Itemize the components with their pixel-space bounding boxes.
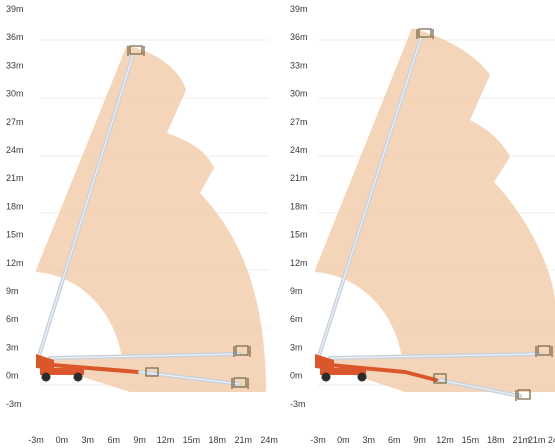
y-tick-label: 36m: [6, 32, 24, 42]
y-tick-label: 27m: [6, 117, 24, 127]
envelope-inner-cutout-right: [315, 272, 402, 358]
y-tick-label: 39m: [290, 4, 308, 14]
x-tick-label: 21m 24m: [528, 435, 555, 445]
working-range-panel-right: 39m36m33m30m27m24m21m18m15m12m9m6m3m0m-3…: [290, 4, 555, 445]
y-tick-label: 18m: [6, 201, 24, 211]
y-tick-label: 9m: [290, 286, 303, 296]
y-tick-label: 15m: [290, 230, 308, 240]
x-tick-label: 6m: [388, 435, 401, 445]
y-tick-label: 3m: [6, 342, 19, 352]
machine-chassis-left: [36, 354, 84, 382]
x-axis-labels-left: -3m 0m 3m 6m 9m 12m 15m 18m 21m 24m: [28, 435, 278, 445]
wheel-icon: [321, 372, 331, 382]
y-tick-label: 21m: [290, 173, 308, 183]
y-tick-label: 24m: [290, 145, 308, 155]
y-axis-labels-left: 39m 36m 33m 30m 27m 24m 21m 18m 15m 12m 9m 6m 3m 0m -3…: [6, 4, 24, 409]
platform-basket-right: [416, 28, 553, 401]
y-tick-label: 3m: [290, 342, 303, 352]
y-tick-label: -3m: [290, 399, 306, 409]
y-tick-label: 33m: [290, 60, 308, 70]
y-axis-labels-right: 39m 36m 33m 30m 27m 24m 21m 18m 15m 12m 9m 6m 3m 0m -3…: [290, 4, 308, 409]
x-tick-label: 21m: [234, 435, 252, 445]
y-tick-label: 33m: [6, 60, 24, 70]
y-tick-label: 21m: [6, 173, 24, 183]
telescopic-boom-right: [316, 36, 542, 398]
wheel-icon: [41, 372, 51, 382]
x-tick-label: 0m: [337, 435, 350, 445]
y-tick-label: 0m: [6, 371, 19, 381]
y-tick-label: 6m: [290, 314, 303, 324]
machine-chassis-right: [315, 354, 367, 382]
y-tick-label: 30m: [290, 89, 308, 99]
x-tick-label: 12m: [436, 435, 454, 445]
working-range-panel-left: 39m36m33m30m27m24m21m18m15m12m9m6m3m0m-3…: [6, 4, 278, 445]
y-tick-label: 12m: [6, 258, 24, 268]
y-tick-label: 36m: [290, 32, 308, 42]
x-tick-label: 6m: [107, 435, 120, 445]
x-tick-label: 15m: [183, 435, 201, 445]
y-tick-label: 12m: [290, 258, 308, 268]
x-tick-label: 3m: [363, 435, 376, 445]
telescopic-boom-left: [36, 53, 242, 386]
wheel-icon: [73, 372, 83, 382]
x-tick-label: 9m: [133, 435, 146, 445]
x-tick-label: 9m: [413, 435, 426, 445]
x-tick-label: 3m: [82, 435, 95, 445]
x-tick-label: 24m: [260, 435, 278, 445]
y-tick-label: 27m: [290, 117, 308, 127]
x-tick-label: -3m: [310, 435, 326, 445]
x-tick-label: 21m: [512, 435, 530, 445]
x-tick-label: 18m: [209, 435, 227, 445]
x-tick-label: 18m: [487, 435, 505, 445]
working-envelope-right: [315, 28, 555, 392]
y-tick-label: 18m: [290, 201, 308, 211]
x-tick-label: 0m: [56, 435, 69, 445]
x-tick-label: -3m: [28, 435, 44, 445]
y-tick-label: 15m: [6, 230, 24, 240]
y-tick-label: -3m: [6, 399, 22, 409]
y-tick-label: 24m: [6, 145, 24, 155]
wheel-icon: [357, 372, 367, 382]
y-tick-label: 9m: [6, 286, 19, 296]
y-tick-label: 0m: [290, 371, 303, 381]
y-tick-label: 6m: [6, 314, 19, 324]
y-tick-label: 39m: [6, 4, 24, 14]
platform-basket-left: [127, 45, 251, 389]
x-tick-label: 12m: [157, 435, 175, 445]
x-tick-label: 15m: [462, 435, 480, 445]
y-tick-label: 30m: [6, 89, 24, 99]
